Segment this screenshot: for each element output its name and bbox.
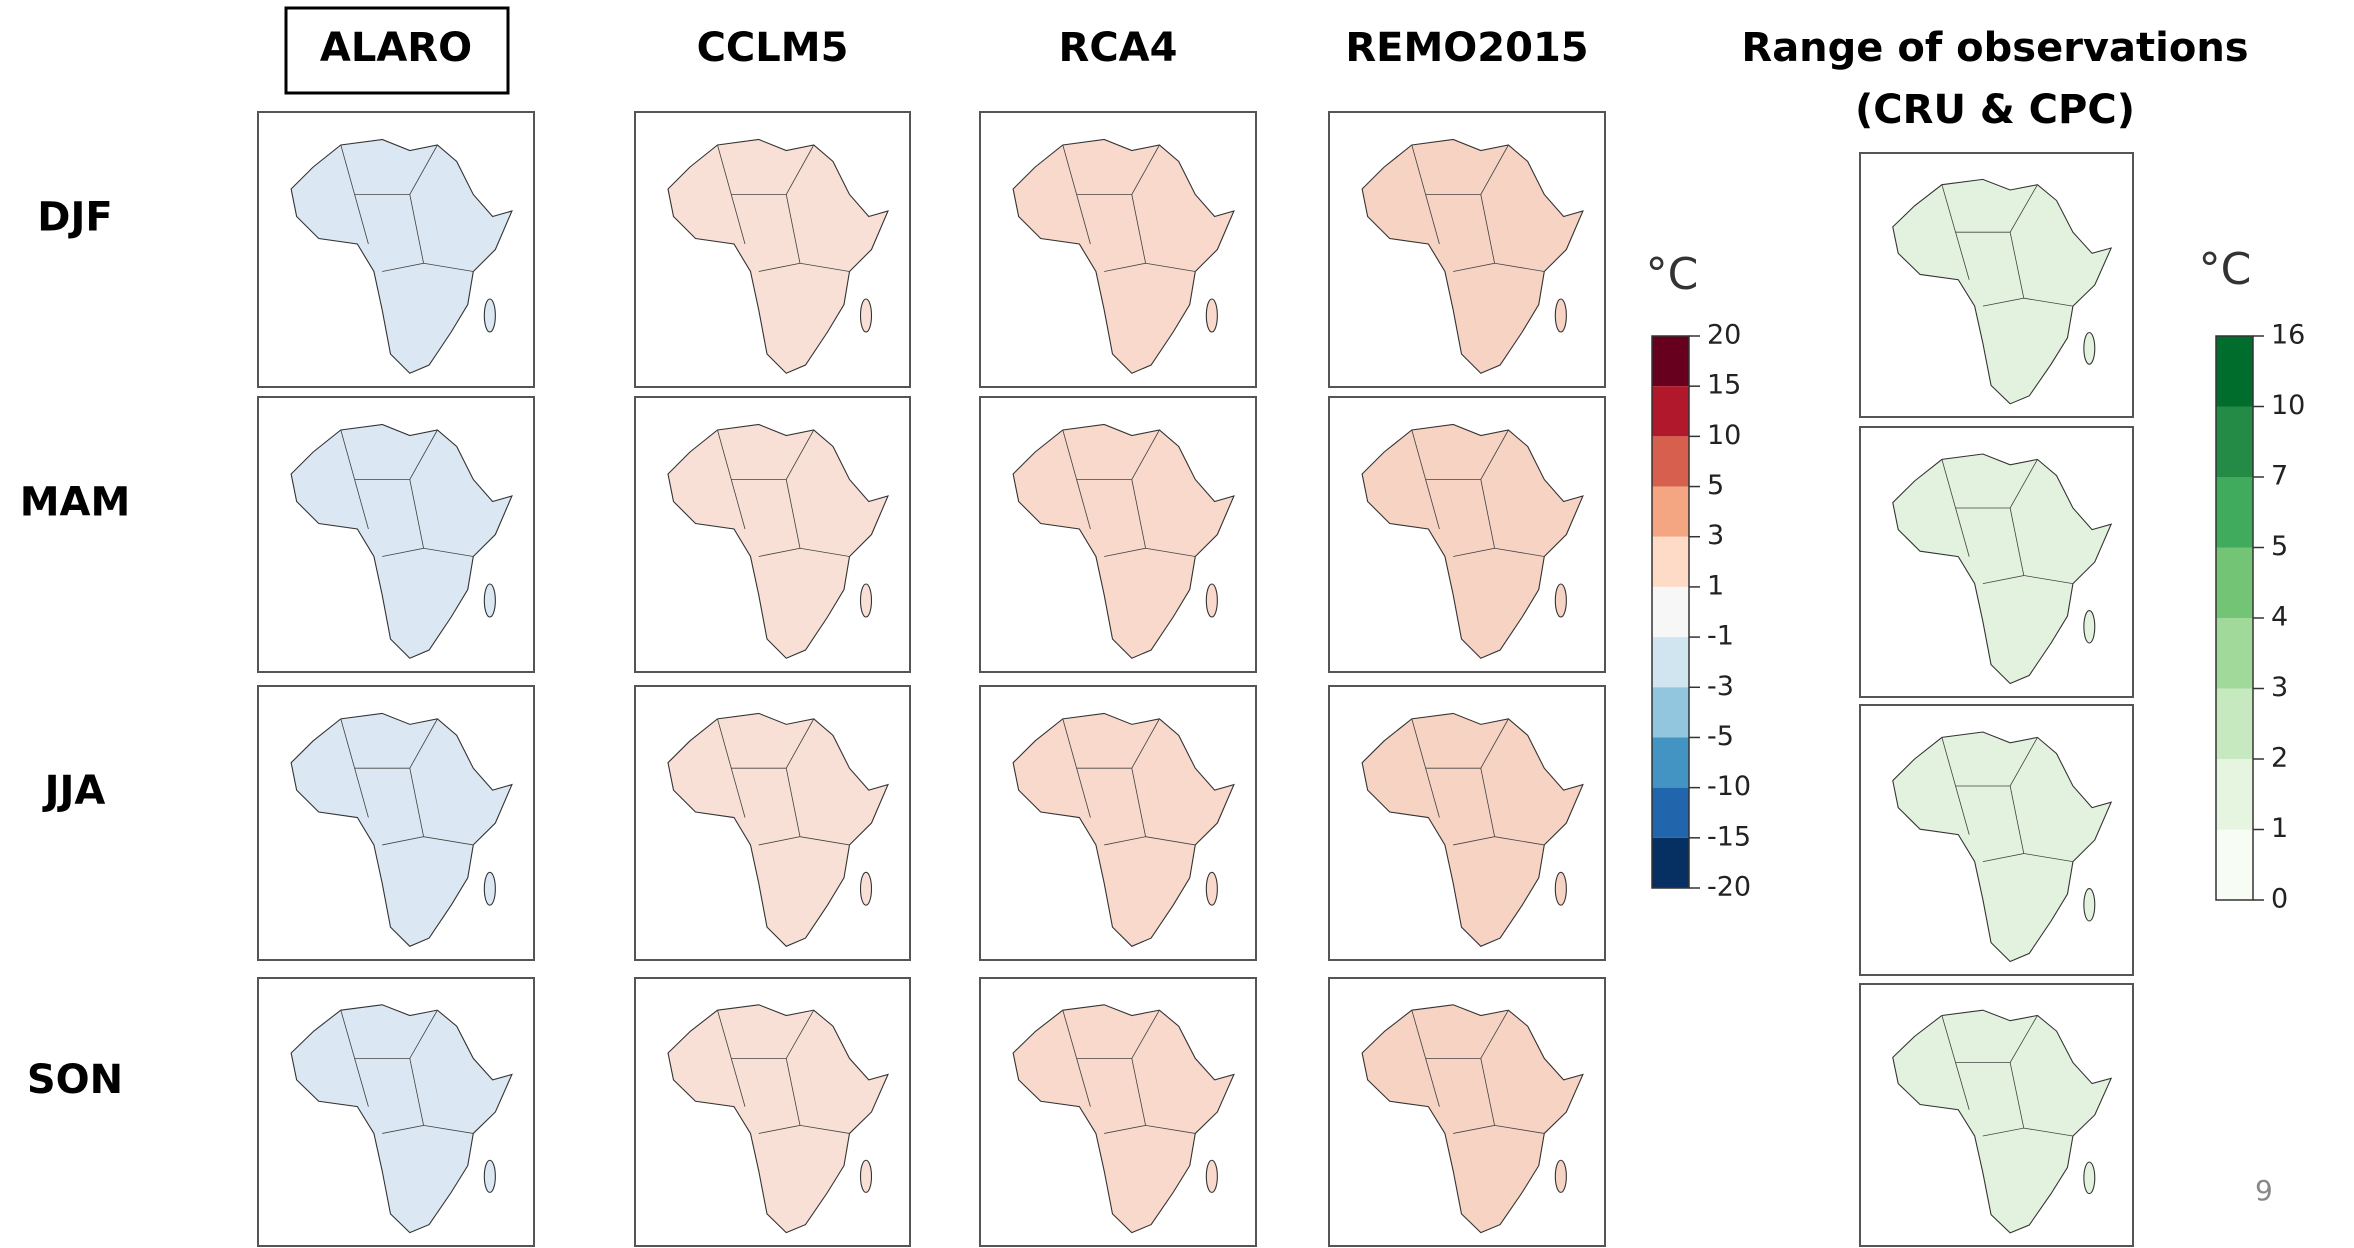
island [861,584,872,617]
island [1555,584,1566,617]
colorbar-label: 5 [1707,470,1724,501]
colorbar-segment [2216,759,2253,830]
island [861,872,872,905]
island [1555,872,1566,905]
colorbar-label: 4 [2271,602,2288,633]
island [1206,872,1217,905]
column-title: REMO2015 [1345,25,1588,71]
colorbar-segment [2216,477,2253,548]
island [861,1160,872,1192]
row-title: SON [27,1057,123,1103]
colorbar-label: 0 [2271,884,2288,915]
unit: °C [1646,249,1699,300]
colorbar-label: -20 [1707,872,1751,903]
colorbar-segment [1652,436,1689,486]
colorbar-label: 3 [1707,520,1724,551]
obs-subtitle: (CRU & CPC) [1855,87,2135,133]
colorbar-label: -1 [1707,621,1734,652]
colorbar-segment [1652,838,1689,888]
colorbar-label: 7 [2271,461,2288,492]
island [2084,1162,2095,1193]
colorbar-segment [2216,548,2253,619]
island [861,299,872,332]
colorbar-label: -3 [1707,671,1734,702]
colorbar-segment [1652,537,1689,587]
colorbar-segment [1652,487,1689,537]
column-title: RCA4 [1059,25,1178,71]
colorbar-label: 16 [2271,320,2305,351]
colorbar-segment [1652,637,1689,687]
colorbar-segment [2216,689,2253,760]
island [1555,1160,1566,1192]
island [1555,299,1566,332]
colorbar-segment [1652,336,1689,386]
island [484,584,495,617]
island [2084,889,2095,921]
island [2084,611,2095,643]
island [484,299,495,332]
colorbar-label: 1 [2271,813,2288,844]
column-title: ALARO [320,25,472,71]
colorbar-label: 1 [1707,570,1724,601]
colorbar-label: 5 [2271,531,2288,562]
colorbar-label: 2 [2271,743,2288,774]
colorbar-label: 20 [1707,320,1741,351]
column-title: CCLM5 [697,25,849,71]
obs-title: Range of observations [1741,25,2248,71]
row-title: DJF [37,195,112,241]
colorbar-segment [1652,587,1689,637]
colorbar-segment [2216,830,2253,901]
row-title: JJA [42,768,106,814]
colorbar-segment [1652,386,1689,436]
colorbar-label: -15 [1707,821,1751,852]
island [1206,584,1217,617]
page-number: 9 [2255,1174,2273,1207]
colorbar-segment [2216,336,2253,407]
colorbar-label: -5 [1707,721,1734,752]
colorbar-segment [2216,618,2253,689]
colorbar-label: 3 [2271,672,2288,703]
island [1206,1160,1217,1192]
colorbar-segment [2216,407,2253,478]
colorbar-segment [1652,788,1689,838]
colorbar-label: -10 [1707,771,1751,802]
row-title: MAM [20,480,131,526]
colorbar-label: 10 [1707,420,1741,451]
unit: °C [2199,244,2252,295]
slide: Range of observations (CRU & CPC) °C °C … [0,0,2354,1248]
island [1206,299,1217,332]
colorbar-segment [1652,737,1689,787]
island [484,1160,495,1192]
colorbar-label: 10 [2271,390,2305,421]
island [2084,333,2095,365]
island [484,872,495,905]
colorbar-label: 15 [1707,370,1741,401]
colorbar-segment [1652,687,1689,737]
